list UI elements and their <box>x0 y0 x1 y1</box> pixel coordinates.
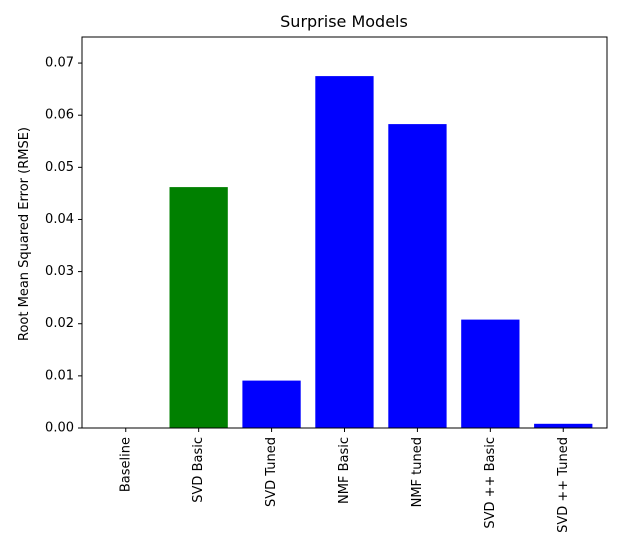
x-tick-label: SVD Basic <box>191 437 206 503</box>
y-tick-label: 0.01 <box>45 368 74 383</box>
bar-nmf-basic <box>315 76 374 428</box>
y-tick-label: 0.00 <box>45 421 74 436</box>
bar-svd-tuned <box>242 380 301 428</box>
x-tick-label: NMF Basic <box>337 437 352 504</box>
y-tick-label: 0.03 <box>45 264 74 279</box>
bar-nmf-tuned <box>388 124 447 428</box>
plot-frame <box>81 36 608 429</box>
y-axis-ticks: 0.00 0.01 0.02 0.03 0.04 0.05 0.06 0.07 <box>45 56 82 436</box>
y-tick-label: 0.02 <box>45 316 74 331</box>
y-tick-label: 0.06 <box>45 108 74 123</box>
bar-svd-tuned <box>534 423 593 428</box>
y-tick-label: 0.04 <box>45 212 74 227</box>
y-tick-label: 0.07 <box>45 56 74 71</box>
y-axis-label: Root Mean Squared Error (RMSE) <box>17 127 32 341</box>
bar-svd-basic <box>461 319 520 428</box>
x-tick-label: SVD ++ Basic <box>483 437 498 529</box>
x-tick-label: SVD ++ Tuned <box>556 437 571 533</box>
chart-title: Surprise Models <box>280 12 408 31</box>
y-tick-label: 0.05 <box>45 160 74 175</box>
x-axis-ticks: Baseline SVD Basic SVD Tuned NMF Basic NMF t… <box>118 428 571 533</box>
bars-group <box>169 76 593 428</box>
x-tick-label: SVD Tuned <box>264 437 279 507</box>
x-tick-label: Baseline <box>118 437 133 492</box>
x-tick-label: NMF tuned <box>410 437 425 507</box>
bar-svd-basic <box>169 187 228 428</box>
